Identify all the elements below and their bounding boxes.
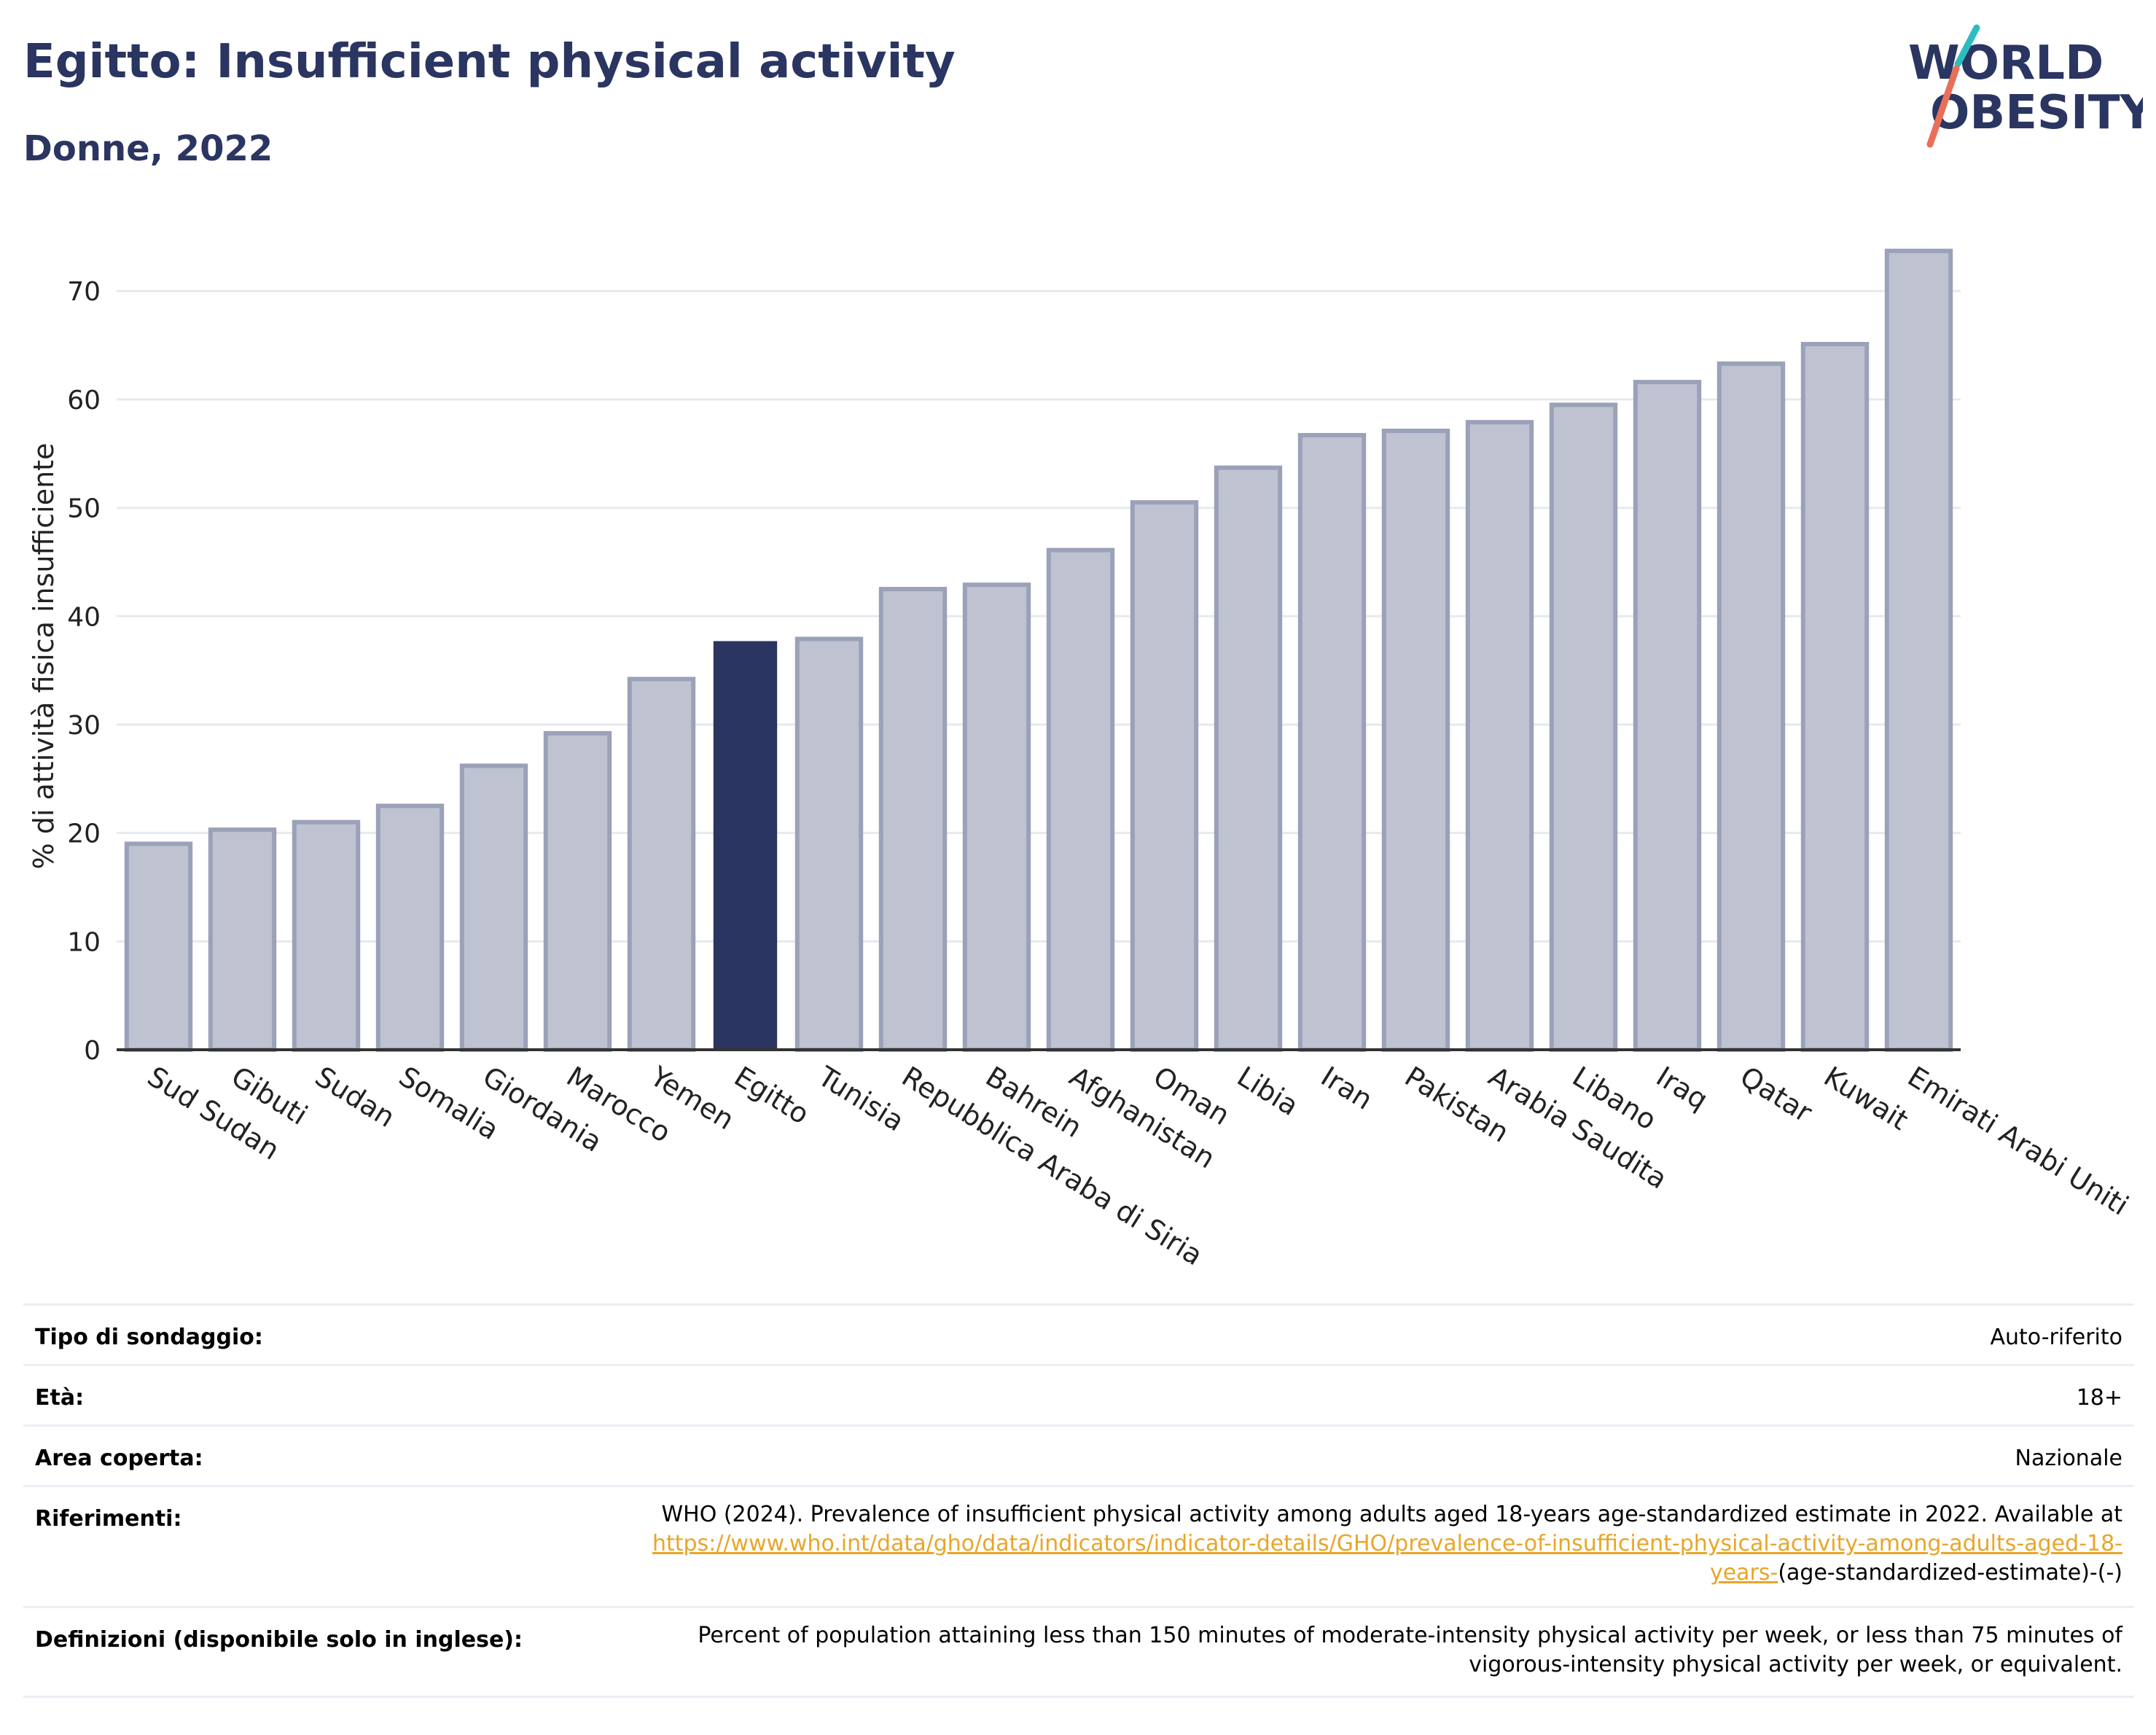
x-tick-labels: Sud SudanGibutiSudanSomaliaGiordaniaMaro… [142,1060,2134,1272]
world-obesity-logo: WORLD OBESITY [1908,24,2143,148]
y-axis-title: % di attività fisica insufficiente [28,443,60,870]
chart-subtitle: Donne, 2022 [23,128,273,169]
x-tick-label: Emirati Arabi Uniti [1902,1060,2134,1222]
bar-giordania[interactable] [459,763,528,1053]
y-tick-label: 60 [67,386,101,416]
references-link[interactable]: https://www.who.int/data/gho/data/indica… [652,1531,2122,1586]
age-value: 18+ [2076,1385,2122,1411]
bar-marocco[interactable] [543,730,612,1052]
y-tick-label: 0 [84,1036,101,1066]
bar-oman[interactable] [1130,500,1199,1052]
y-tick-labels: 0 10 20 30 40 50 60 70 [67,277,101,1066]
bar-gibuti[interactable] [208,827,277,1052]
x-tick-label: Libia [1232,1060,1304,1122]
definitions-label: Definizioni (disponibile solo in inglese… [35,1627,523,1653]
area-value: Nazionale [2015,1446,2122,1471]
references-tail: (age-standardized-estimate)-(-) [1778,1560,2122,1586]
logo-slash-coral [1926,65,1960,148]
bar-tunisia[interactable] [794,636,864,1052]
bar-arabia-saudita[interactable] [1465,420,1534,1052]
bars [124,249,1953,1053]
survey-label: Tipo di sondaggio: [35,1325,263,1350]
bar-libano[interactable] [1549,402,1618,1052]
bar-yemen[interactable] [627,677,696,1052]
bar-bahrein[interactable] [962,582,1031,1052]
bar-iraq[interactable] [1633,380,1702,1052]
bar-iran[interactable] [1297,432,1367,1052]
y-tick-label: 20 [67,819,101,849]
bar-somalia[interactable] [375,803,445,1053]
meta-row-survey: Tipo di sondaggio: Auto-riferito [23,1303,2134,1364]
meta-row-definitions: Definizioni (disponibile solo in inglese… [23,1606,2134,1698]
y-tick-label: 10 [67,927,101,957]
x-tick-label: Sudan [310,1060,401,1134]
meta-row-age: Età: 18+ [23,1364,2134,1424]
logo-line-2: OBESITY [1930,86,2143,140]
x-tick-label: Tunisia [812,1060,910,1138]
bar-kuwait[interactable] [1800,342,1870,1052]
references-label: Riferimenti: [35,1506,182,1532]
metadata-table: Tipo di sondaggio: Auto-riferito Età: 18… [23,1303,2134,1698]
y-tick-label: 30 [67,711,101,741]
age-label: Età: [35,1385,85,1411]
bar-sudan[interactable] [292,819,361,1053]
bar-libia[interactable] [1214,465,1283,1052]
x-tick-label: Qatar [1735,1060,1818,1128]
bar-sud-sudan[interactable] [124,841,193,1052]
definitions-value: Percent of population attaining less tha… [698,1623,2122,1677]
meta-row-references: Riferimenti: WHO (2024). Prevalence of i… [23,1485,2134,1606]
x-tick-label: Egitto [729,1060,815,1131]
bar-chart: Sud SudanGibutiSudanSomaliaGiordaniaMaro… [28,249,2134,1272]
bar-qatar[interactable] [1716,361,1786,1053]
bar-pakistan[interactable] [1381,429,1450,1052]
bar-egitto[interactable] [713,641,778,1050]
logo-slash-teal [1954,24,1980,68]
bar-repubblica-araba-di-siria[interactable] [878,587,948,1052]
logo-line-1: WORLD [1908,36,2104,90]
y-tick-label: 50 [67,494,101,524]
meta-row-area: Area coperta: Nazionale [23,1424,2134,1485]
y-tick-label: 70 [67,277,101,307]
references-text: WHO (2024). Prevalence of insufficient p… [661,1502,2122,1527]
y-tick-label: 40 [67,602,101,632]
area-label: Area coperta: [35,1446,203,1471]
bar-emirati-arabi-uniti[interactable] [1884,249,1953,1052]
references-value: WHO (2024). Prevalence of insufficient p… [592,1487,2122,1588]
survey-value: Auto-riferito [1990,1325,2122,1350]
bar-afghanistan[interactable] [1046,547,1115,1052]
x-tick-label: Iran [1316,1060,1378,1116]
chart-title: Egitto: Insufficient physical activity [23,35,956,89]
x-tick-label: Kuwait [1819,1060,1914,1136]
